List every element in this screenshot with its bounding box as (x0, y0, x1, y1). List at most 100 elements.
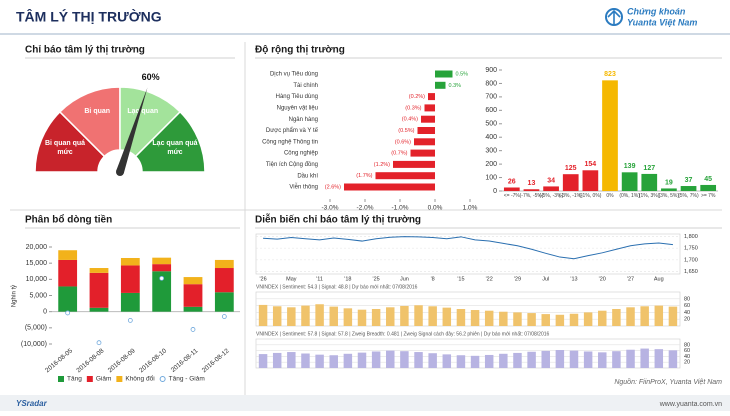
bar (428, 93, 435, 101)
indicator-bar (329, 355, 338, 368)
indicator-bar (527, 313, 536, 326)
bar (700, 184, 717, 191)
panel-header: VNINDEX | Sentiment: 57.8 | Signal: 57.8… (256, 331, 550, 337)
category-label: Dược phẩm và Y tế (266, 127, 319, 134)
value-label: 13 (528, 180, 536, 187)
indicator-bar (258, 354, 268, 368)
bar (503, 187, 520, 191)
indicator-bar (513, 312, 522, 326)
category-label: (-1%, 0%) (579, 193, 602, 199)
bar (543, 186, 559, 191)
category-label: [3%, 5%) (658, 193, 680, 199)
category-label: Nguyên vật liệu (277, 105, 318, 111)
indicator-bar (343, 308, 353, 326)
bar (641, 173, 658, 191)
bar-segment (58, 286, 78, 312)
x-tick-label: '22 (486, 276, 493, 282)
bar-segment (58, 250, 78, 260)
indicator-bar (371, 309, 381, 326)
indicator-bar (343, 353, 353, 368)
indicator-bar (499, 311, 508, 326)
x-tick-label: 0.0% (428, 205, 443, 212)
category-label-box: >= 7% (700, 193, 716, 199)
y-tick-label: 0 (493, 188, 497, 195)
category-label: Tài chính (293, 83, 318, 89)
value-label: 823 (604, 71, 616, 78)
indicator-bar (513, 352, 522, 368)
category-label-box: [3%, 5%) (658, 193, 680, 199)
bar-segment (183, 277, 203, 285)
bar-segment (89, 268, 109, 273)
category-label: (0%, 1%) (619, 193, 640, 199)
value-label: (0.6%) (395, 139, 411, 145)
y-tick-label: 80 (684, 296, 690, 302)
x-tick-label: May (286, 276, 297, 282)
indicator-bar (598, 310, 607, 326)
category-label: Dầu khí (297, 173, 318, 179)
category-label: Viễn thông (289, 184, 318, 191)
panel-title: Diễn biến chỉ báo tâm lý thị trường (255, 213, 421, 226)
indicator-bar (357, 309, 367, 326)
value-label: (0.2%) (409, 94, 425, 100)
logo-text: Chứng khoán (627, 6, 686, 16)
panel-title: Phân bổ dòng tiền (25, 214, 112, 226)
category-label: >= 7% (700, 193, 716, 199)
difference-marker (159, 275, 165, 281)
bar (435, 70, 453, 78)
y-tick-label: 800 (485, 80, 497, 87)
category-label: Công nghiệp (284, 151, 319, 157)
y-tick-label: 1,700 (684, 257, 698, 263)
value-label: (2.6%) (325, 184, 341, 190)
brand: YSradar (16, 399, 48, 408)
category-label-box: (-1%, 0%) (579, 193, 602, 199)
indicator-bar (272, 306, 282, 326)
category-label: [1%, 3%) (639, 193, 660, 199)
category-label: (-7%, -5%] (519, 193, 544, 199)
y-tick-label: 10,000 (26, 276, 48, 283)
legend-label: Không đổi (125, 375, 154, 383)
bar (421, 115, 435, 123)
indicator-bar (386, 350, 395, 368)
bar-segment (152, 271, 172, 312)
x-tick-label: '13 (570, 276, 577, 282)
gauge-segment-label-box: Bi quan quá mức (45, 140, 85, 156)
legend-label: Tăng - Giảm (169, 376, 205, 383)
indicator-bar (484, 310, 494, 326)
indicator-bar (583, 312, 593, 326)
y-tick-label: 400 (485, 134, 497, 141)
bar (414, 138, 435, 146)
logo-mark (607, 9, 621, 24)
category-label: [5%, 7%) (678, 193, 699, 199)
value-label: (0.4%) (402, 117, 418, 123)
gauge-segment-label-box: Lạc quan (127, 108, 158, 115)
category-label-box: <= -7% (504, 193, 520, 199)
y-tick-label: 900 (485, 67, 497, 74)
category-label: Ngân hàng (289, 117, 318, 123)
bar (375, 172, 435, 180)
y-tick-label: 0 (43, 309, 47, 316)
indicator-bar (442, 354, 452, 368)
indicator-bar (668, 350, 678, 368)
indicator-bar (555, 350, 565, 368)
indicator-bar (668, 306, 678, 326)
footer-bar (0, 395, 730, 411)
difference-marker (127, 317, 133, 323)
bar-segment (183, 284, 203, 307)
bar-segment (152, 257, 172, 265)
y-tick-label: 60 (684, 303, 690, 309)
plot-frame (255, 233, 681, 275)
bar (344, 183, 435, 191)
category-label: 0% (606, 193, 614, 199)
value-label: (1.7%) (356, 173, 372, 179)
y-tick-label: 80 (684, 342, 690, 348)
indicator-bar (527, 351, 536, 368)
bar-segment (214, 292, 234, 312)
x-tick-label: Jun (400, 276, 409, 282)
y-tick-label: (10,000) (21, 341, 47, 348)
difference-marker (96, 340, 102, 346)
indicator-bar (654, 305, 664, 326)
indicator-bar (640, 348, 649, 368)
difference-marker (190, 327, 196, 332)
